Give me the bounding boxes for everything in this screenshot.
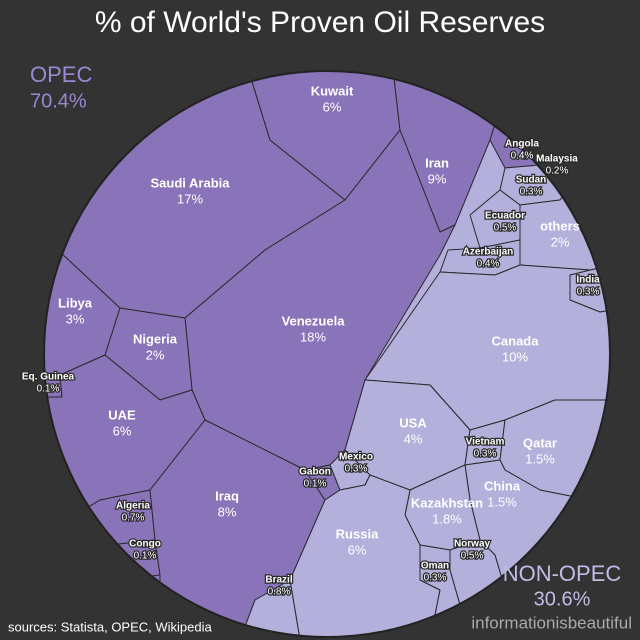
cell-value: 2%: [146, 347, 165, 362]
group-label: NON-OPEC: [503, 561, 622, 586]
cell-label: Eq. Guinea: [22, 372, 75, 383]
chart-title: % of World's Proven Oil Reserves: [95, 6, 545, 39]
cell-label: Iran: [425, 155, 449, 170]
cell-label: Russia: [336, 526, 379, 541]
cell-value: 18%: [300, 329, 326, 344]
cell-label: Libya: [58, 295, 93, 310]
cell-value: 6%: [348, 542, 367, 557]
cell-label: Norway: [454, 539, 491, 550]
cell-label: Algeria: [116, 501, 150, 512]
cell-value: 0.3%: [345, 464, 368, 475]
cell-value: 0.1%: [134, 551, 157, 562]
credit: informationisbeautiful: [471, 613, 632, 632]
labels: Saudi Arabia17%Kuwait6%Iran9%Angola0.4%V…: [21, 83, 602, 598]
cell-label: USA: [399, 415, 427, 430]
cell-value: 0.3%: [577, 287, 600, 298]
cell-value: 1.5%: [487, 494, 517, 509]
cell-value: 2%: [551, 234, 570, 249]
source: sources: Statista, OPEC, Wikipedia: [8, 619, 213, 634]
cell-label: Kazakhstan: [411, 495, 483, 510]
cell-label: Malaysia: [536, 154, 578, 165]
cell-label: others: [540, 218, 580, 233]
cell-value: 0.7%: [122, 513, 145, 524]
cell-value: 8%: [218, 504, 237, 519]
cell-value: 0.8%: [268, 587, 291, 598]
cell-label: Angola: [505, 139, 539, 150]
cell-label: Iraq: [215, 488, 239, 503]
cell-label: Sudan: [516, 175, 547, 186]
cell-label: Gabon: [299, 467, 331, 478]
cell-value: 4%: [404, 431, 423, 446]
cell-value: 0.1%: [304, 479, 327, 490]
cell-value: 9%: [428, 171, 447, 186]
cell-label: Oman: [421, 561, 449, 572]
cell-label: China: [484, 478, 521, 493]
cell-label: UAE: [108, 407, 136, 422]
cell-value: 6%: [323, 99, 342, 114]
cell-value: 1.8%: [432, 511, 462, 526]
group-value: 70.4%: [30, 90, 87, 112]
cell-value: 0.2%: [546, 166, 569, 177]
cell-value: 10%: [502, 349, 528, 364]
cell-label: Azerbaijan: [463, 247, 514, 258]
cell-label: Qatar: [523, 435, 557, 450]
cell-label: Kuwait: [311, 83, 354, 98]
cell-label: India: [576, 275, 600, 286]
cell-value: 0.3%: [520, 187, 543, 198]
cell-label: Saudi Arabia: [151, 175, 231, 190]
cell-value: 0.1%: [37, 384, 60, 395]
cell-label: Mexico: [339, 452, 373, 463]
cell-value: 0.5%: [461, 551, 484, 562]
cell: [239, 579, 301, 637]
cell-value: 1.5%: [525, 451, 555, 466]
group-value: 30.6%: [534, 588, 591, 610]
cell-value: 0.4%: [477, 259, 500, 270]
cell-label: Vietnam: [466, 437, 505, 448]
cell-label: Ecuador: [485, 211, 525, 222]
cell-label: Brazil: [265, 575, 292, 586]
cell-value: 6%: [113, 423, 132, 438]
cell-value: 17%: [177, 191, 203, 206]
cell-value: 0.5%: [494, 223, 517, 234]
cell-value: 0.3%: [474, 449, 497, 460]
cell-label: Canada: [492, 333, 540, 348]
cell-value: 3%: [66, 311, 85, 326]
cell-label: Congo: [129, 539, 161, 550]
group-label: OPEC: [30, 62, 92, 87]
cell-value: 0.3%: [424, 573, 447, 584]
outline: [43, 70, 611, 638]
cell-label: Venezuela: [282, 313, 346, 328]
cell-label: Nigeria: [133, 331, 178, 346]
cell-value: 0.4%: [511, 151, 534, 162]
